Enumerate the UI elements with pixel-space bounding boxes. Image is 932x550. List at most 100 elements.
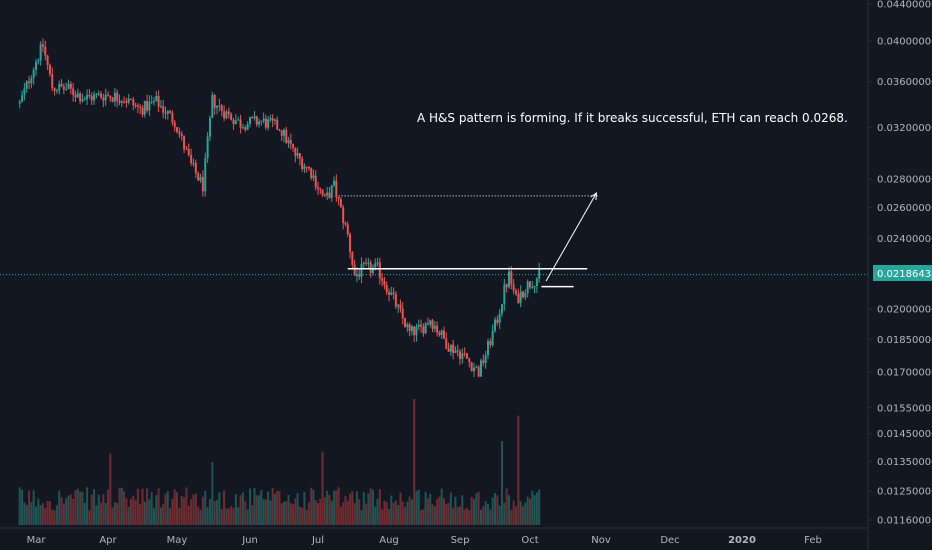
volume-bar: [62, 503, 65, 525]
volume-bar: [278, 491, 281, 525]
candle: [69, 83, 72, 89]
candle: [166, 111, 169, 114]
annotation-lines: [0, 192, 868, 288]
volume-bar: [18, 487, 21, 525]
volume-bar: [491, 497, 494, 525]
candle: [339, 199, 342, 208]
candle: [187, 149, 190, 156]
volume-bar: [371, 489, 374, 525]
candle: [178, 131, 181, 134]
volume-bar: [260, 489, 263, 525]
candle: [169, 111, 172, 113]
price-axis[interactable]: 0.04400000 0.04000000 0.03600000 0.03200000…: [868, 0, 932, 527]
candle: [23, 88, 26, 96]
volume-bar: [280, 503, 283, 525]
volume-bar: [264, 499, 267, 525]
volume-bar: [249, 488, 251, 525]
candle: [176, 127, 178, 132]
volume-bar: [37, 498, 40, 525]
candle: [371, 267, 374, 273]
volume-bar: [296, 493, 299, 525]
candle: [494, 319, 496, 331]
candle: [353, 264, 356, 276]
candle: [208, 117, 211, 137]
candle: [415, 326, 418, 336]
candle: [48, 65, 51, 75]
volume-bar: [406, 501, 409, 525]
volume-bar: [104, 502, 107, 525]
volume-bar: [362, 492, 365, 525]
x-tick-label: Feb: [804, 535, 822, 546]
volume-bar: [51, 509, 54, 525]
candle: [328, 192, 331, 198]
candle: [466, 353, 468, 359]
volume-bar: [346, 500, 349, 525]
volume-bar: [262, 499, 265, 525]
volume-bar: [132, 495, 135, 525]
candle: [440, 330, 443, 335]
candle: [404, 318, 407, 328]
volume-bar: [358, 499, 361, 525]
volume-bar: [67, 495, 70, 525]
volume-bar: [374, 506, 377, 525]
volume-bar: [417, 489, 420, 525]
candle: [381, 278, 384, 281]
candle: [58, 83, 61, 91]
volume-bar: [420, 510, 423, 525]
volume-bar: [55, 505, 58, 525]
volume-bar: [487, 503, 489, 525]
candle: [113, 92, 116, 102]
volume-bar: [351, 491, 354, 525]
candle: [258, 121, 261, 125]
volume-bar: [456, 507, 459, 525]
candle: [429, 320, 432, 325]
volume-bar: [365, 503, 368, 525]
y-tick-label: 0.01850000: [877, 335, 932, 346]
volume-bar: [328, 494, 331, 525]
candle: [342, 207, 345, 224]
candle: [473, 367, 475, 372]
volume-bar: [53, 510, 56, 525]
volume-bar: [369, 488, 372, 525]
volume-bar: [239, 495, 242, 525]
candle: [223, 111, 226, 119]
volume-bar: [482, 505, 485, 525]
candle: [349, 234, 352, 252]
volume-bar: [449, 492, 452, 525]
volume-bar: [289, 502, 292, 525]
candle: [307, 166, 310, 169]
volume-bar: [244, 501, 247, 525]
candle: [111, 97, 114, 102]
candle: [358, 274, 361, 277]
candle: [346, 224, 349, 235]
candle: [30, 78, 33, 84]
candle: [246, 123, 249, 130]
volume-bar: [390, 495, 393, 525]
y-tick-label: 0.01250000: [877, 487, 932, 498]
candle: [383, 280, 386, 286]
candle: [86, 94, 89, 100]
volume-bar: [232, 507, 235, 525]
volume-bar: [475, 493, 478, 525]
candle: [28, 81, 31, 84]
volume-bar: [187, 505, 190, 525]
volume-bar: [454, 496, 457, 525]
volume-bar: [107, 489, 109, 525]
volume-bar: [314, 500, 317, 525]
candle: [390, 292, 393, 295]
candle: [216, 105, 219, 108]
volume-bar: [86, 487, 89, 525]
candle: [37, 60, 40, 62]
candle: [397, 304, 400, 307]
candle: [442, 330, 445, 339]
volume-bar: [436, 499, 439, 525]
volume-bar: [367, 493, 370, 525]
time-axis[interactable]: Mar Apr May Jun Jul Aug Sep Oct Nov Dec 2020 Feb: [27, 535, 822, 546]
candle: [289, 140, 292, 145]
candle: [171, 112, 174, 123]
candle: [120, 101, 123, 103]
volume-bar: [498, 505, 501, 525]
volume-bar: [48, 501, 51, 525]
volume-bar: [535, 492, 538, 525]
